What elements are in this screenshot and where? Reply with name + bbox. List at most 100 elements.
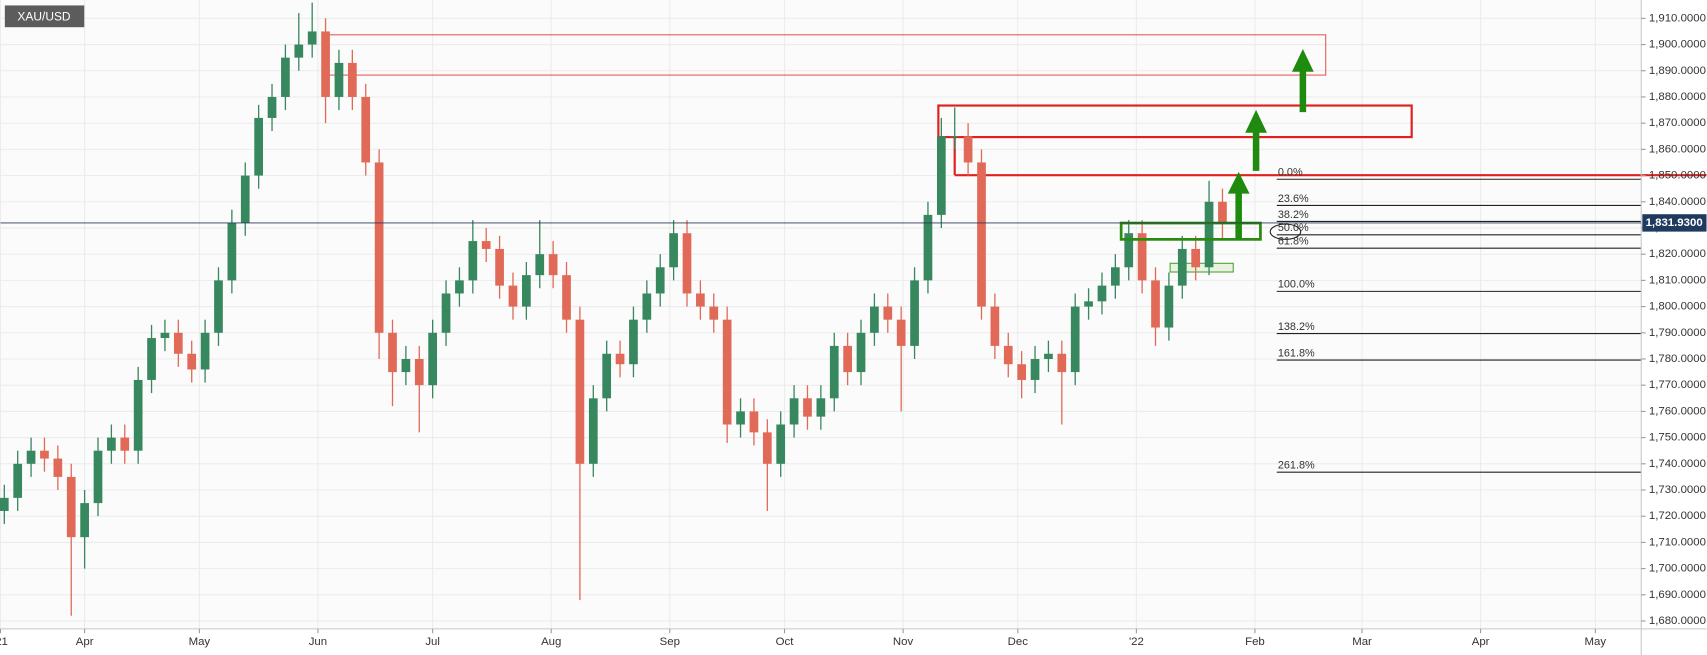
candle-body	[374, 162, 384, 333]
y-tick-label: 1,690.0000	[1649, 589, 1706, 601]
candle-body	[1137, 233, 1147, 281]
fib-label: 50.0%	[1278, 222, 1309, 234]
y-tick-label: 1,730.0000	[1649, 484, 1706, 496]
candle-body	[1218, 201, 1227, 223]
candle-body	[173, 332, 183, 354]
x-tick-label: Mar	[1352, 636, 1372, 648]
title-box	[4, 5, 85, 28]
fib-label: 61.8%	[1278, 235, 1309, 247]
candle-body	[26, 450, 36, 464]
highlight-ellipse	[1269, 223, 1302, 240]
candle-body	[722, 319, 732, 425]
up-arrow	[1245, 109, 1267, 171]
y-tick-label: 1,900.0000	[1649, 39, 1706, 51]
x-tick-label: Jul	[425, 636, 440, 648]
y-tick-label: 1,850.0000	[1649, 170, 1706, 182]
candle-body	[1003, 345, 1013, 365]
candle-body	[883, 306, 893, 320]
y-tick-label: 1,890.0000	[1649, 65, 1706, 77]
support-zone	[1169, 262, 1234, 273]
candle-body	[562, 275, 571, 320]
candle-body	[307, 31, 317, 45]
y-tick-label: 1,720.0000	[1649, 510, 1706, 522]
candle-body	[13, 463, 23, 498]
candle-body	[53, 458, 63, 477]
candle-body	[910, 280, 919, 346]
candle-body	[347, 62, 357, 97]
candle-body	[508, 285, 518, 307]
plot-background	[0, 0, 1641, 629]
last-price-tag	[1642, 214, 1707, 232]
x-tick-label: Dec	[1008, 636, 1029, 648]
candle-body	[40, 450, 49, 459]
candle-body	[1151, 280, 1160, 328]
resistance-zone	[937, 104, 1413, 139]
fib-label: 138.2%	[1278, 321, 1315, 333]
x-tick-label: Sep	[660, 636, 680, 648]
candle-body	[468, 241, 478, 281]
candle-body	[240, 175, 250, 223]
y-tick-label: 1,680.0000	[1649, 615, 1706, 627]
candle-body	[602, 353, 612, 399]
candle-body	[495, 248, 504, 286]
candle-body	[990, 306, 1000, 346]
candle-body	[669, 233, 678, 268]
x-tick-label: Nov	[893, 636, 914, 648]
candle-body	[522, 275, 531, 307]
candle-body	[227, 222, 237, 281]
x-tick-label: '22	[1129, 636, 1144, 648]
candle-body	[388, 332, 397, 373]
y-tick-label: 1,760.0000	[1649, 405, 1706, 417]
fib-label: 38.2%	[1278, 209, 1309, 221]
candle-body	[829, 345, 839, 399]
candle-body	[321, 31, 330, 97]
candle-body	[1057, 353, 1067, 373]
candle-body	[843, 345, 852, 373]
candle-body	[428, 332, 438, 386]
candle-body	[762, 432, 772, 464]
y-tick-label: 1,860.0000	[1649, 143, 1706, 155]
candle-body	[187, 353, 197, 370]
y-tick-label: 1,750.0000	[1649, 432, 1706, 444]
candle-body	[1164, 285, 1174, 328]
y-tick-label: 1,820.0000	[1649, 248, 1706, 260]
y-tick-label: 1,770.0000	[1649, 379, 1706, 391]
candle-body	[548, 254, 558, 276]
candle-body	[120, 437, 130, 451]
candle-body	[923, 214, 933, 281]
candle-body	[414, 358, 424, 386]
candle-body	[615, 353, 625, 365]
candle-body	[1044, 353, 1053, 359]
candle-body	[147, 338, 156, 380]
candle-body	[214, 280, 223, 333]
fib-label: 0.0%	[1278, 167, 1303, 179]
candle-body	[200, 332, 210, 370]
x-tick-label: May	[1585, 636, 1607, 648]
candle-body	[133, 379, 143, 451]
candle-body	[1191, 248, 1201, 268]
candle-body	[0, 497, 9, 511]
x-tick-label: Oct	[776, 636, 795, 648]
y-tick-label: 1,740.0000	[1649, 458, 1706, 470]
y-tick-label: 1,710.0000	[1649, 536, 1706, 548]
candle-body	[803, 398, 812, 417]
y-tick-label: 1,810.0000	[1649, 274, 1706, 286]
candle-body	[455, 280, 464, 294]
y-tick-label: 1,780.0000	[1649, 353, 1706, 365]
candle-body	[816, 398, 826, 417]
x-tick-label: May	[189, 636, 211, 648]
candle-body	[736, 411, 745, 425]
y-tick-label: 1,800.0000	[1649, 301, 1706, 313]
candle-body	[334, 62, 344, 97]
candle-body	[361, 96, 371, 163]
candle-body	[776, 424, 786, 464]
candle-body	[642, 293, 652, 320]
candle-body	[441, 293, 451, 333]
candle-body	[749, 411, 759, 433]
candle-body	[896, 319, 906, 346]
y-tick-label: 1,790.0000	[1649, 327, 1706, 339]
candle-body	[1204, 201, 1214, 268]
candle-body	[682, 233, 692, 294]
fib-label: 161.8%	[1278, 347, 1315, 359]
candle-body	[696, 293, 705, 307]
